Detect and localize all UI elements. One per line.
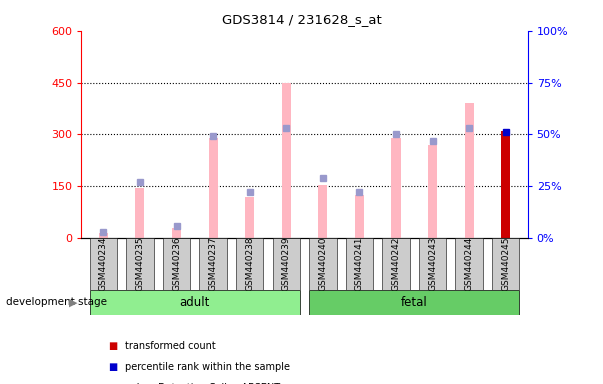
- Bar: [318, 184, 327, 238]
- Text: development stage: development stage: [6, 297, 107, 308]
- Text: fetal: fetal: [401, 296, 428, 309]
- Text: ▶: ▶: [69, 297, 77, 308]
- Bar: [135, 188, 145, 238]
- Bar: [282, 83, 291, 238]
- Bar: [464, 103, 474, 238]
- Text: GSM440241: GSM440241: [355, 237, 364, 291]
- Bar: [428, 145, 437, 238]
- Text: GSM440243: GSM440243: [428, 237, 437, 291]
- FancyBboxPatch shape: [200, 238, 227, 290]
- Text: GSM440235: GSM440235: [136, 237, 145, 291]
- Text: transformed count: transformed count: [125, 341, 216, 351]
- FancyBboxPatch shape: [90, 290, 300, 315]
- Text: GSM440242: GSM440242: [391, 237, 400, 291]
- Text: GSM440244: GSM440244: [464, 237, 473, 291]
- FancyBboxPatch shape: [309, 238, 336, 290]
- FancyBboxPatch shape: [419, 238, 446, 290]
- Text: ■: ■: [109, 341, 118, 351]
- Bar: [99, 233, 108, 238]
- Text: GSM440236: GSM440236: [172, 237, 181, 291]
- FancyBboxPatch shape: [309, 290, 519, 315]
- Text: GSM440237: GSM440237: [209, 237, 218, 291]
- Text: percentile rank within the sample: percentile rank within the sample: [125, 362, 291, 372]
- FancyBboxPatch shape: [163, 238, 190, 290]
- FancyBboxPatch shape: [382, 238, 409, 290]
- FancyBboxPatch shape: [346, 238, 373, 290]
- Text: GSM440238: GSM440238: [245, 237, 254, 291]
- FancyBboxPatch shape: [273, 238, 300, 290]
- FancyBboxPatch shape: [236, 238, 264, 290]
- Text: ■: ■: [109, 383, 118, 384]
- Text: GSM440239: GSM440239: [282, 237, 291, 291]
- Bar: [355, 195, 364, 238]
- Bar: [209, 138, 218, 238]
- Text: adult: adult: [180, 296, 210, 309]
- Bar: [245, 197, 254, 238]
- Bar: [391, 138, 400, 238]
- FancyBboxPatch shape: [492, 238, 519, 290]
- Text: GSM440240: GSM440240: [318, 237, 327, 291]
- Text: GDS3814 / 231628_s_at: GDS3814 / 231628_s_at: [222, 13, 381, 26]
- FancyBboxPatch shape: [90, 238, 117, 290]
- FancyBboxPatch shape: [455, 238, 483, 290]
- Bar: [172, 228, 181, 238]
- Text: GSM440234: GSM440234: [99, 237, 108, 291]
- Text: GSM440245: GSM440245: [501, 237, 510, 291]
- Text: ■: ■: [109, 362, 118, 372]
- Text: value, Detection Call = ABSENT: value, Detection Call = ABSENT: [125, 383, 280, 384]
- FancyBboxPatch shape: [126, 238, 154, 290]
- Bar: [501, 131, 510, 238]
